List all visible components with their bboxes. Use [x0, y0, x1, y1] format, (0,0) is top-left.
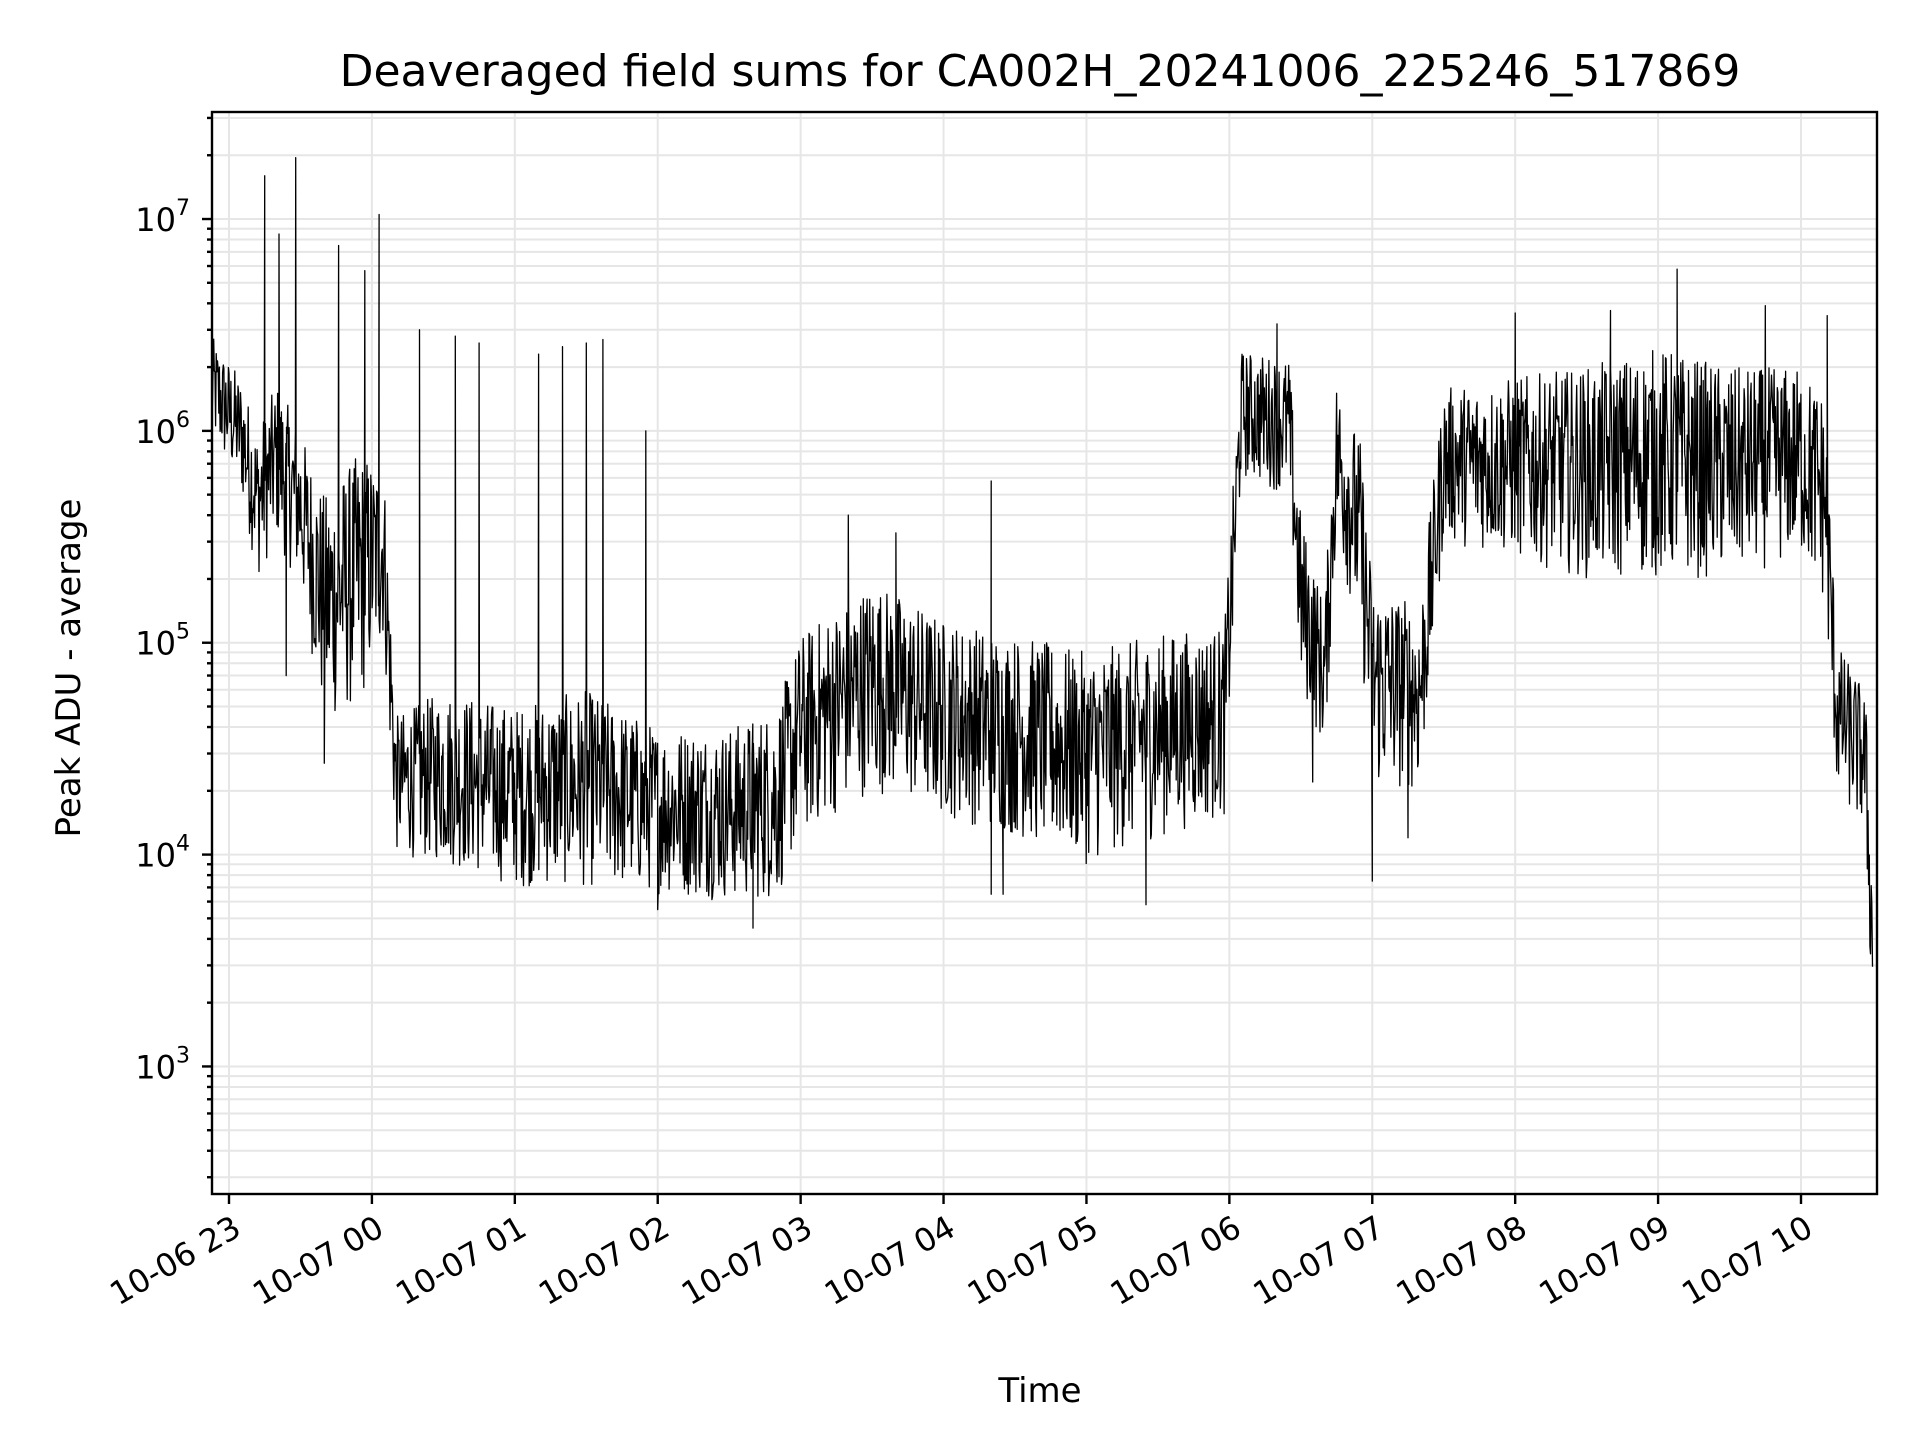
y-tick-label: 105 [135, 620, 190, 663]
y-tick-label: 106 [135, 408, 190, 451]
y-tick-label: 103 [135, 1043, 190, 1086]
y-tick-label: 104 [135, 832, 190, 875]
series-line [211, 156, 1874, 967]
chart-title: Deaveraged field sums for CA002H_2024100… [340, 46, 1741, 97]
plot-area [211, 156, 1874, 967]
y-tick-label: 107 [135, 196, 190, 239]
y-axis-label: Peak ADU - average [49, 499, 89, 838]
y-axis: 103 104 105 106 107 [135, 116, 212, 1179]
x-axis-label: Time [997, 1371, 1081, 1411]
